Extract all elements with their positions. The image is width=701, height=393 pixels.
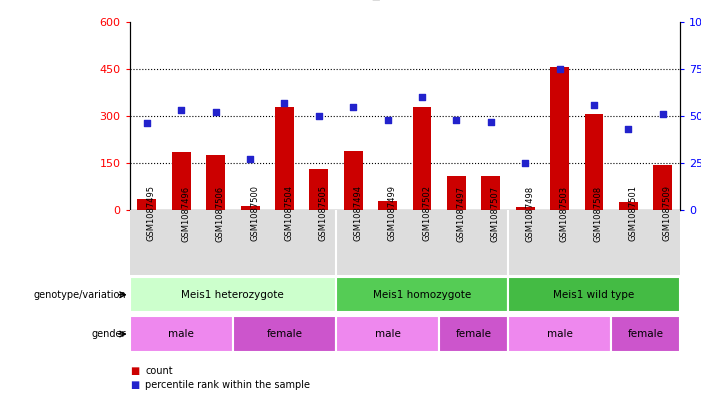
- Text: GSM1087505: GSM1087505: [319, 185, 328, 241]
- Point: [348, 103, 359, 110]
- Text: male: male: [375, 329, 400, 339]
- Text: GSM1087496: GSM1087496: [182, 185, 190, 242]
- FancyBboxPatch shape: [611, 316, 680, 352]
- Bar: [482, 176, 501, 210]
- Text: GSM1087494: GSM1087494: [353, 185, 362, 241]
- Point: [622, 126, 634, 132]
- Text: GSM1087506: GSM1087506: [216, 185, 224, 242]
- Text: ■: ■: [130, 380, 139, 390]
- Text: GSM1087500: GSM1087500: [250, 185, 259, 241]
- Bar: [447, 176, 466, 210]
- Point: [279, 99, 290, 106]
- Point: [210, 109, 222, 115]
- Text: percentile rank within the sample: percentile rank within the sample: [145, 380, 310, 390]
- Text: GSM1087503: GSM1087503: [559, 185, 569, 242]
- Text: ■: ■: [130, 366, 139, 376]
- Bar: [275, 107, 294, 210]
- FancyBboxPatch shape: [336, 316, 440, 352]
- Text: Meis1 homozygote: Meis1 homozygote: [373, 290, 471, 300]
- Bar: [309, 169, 328, 210]
- Point: [519, 160, 531, 166]
- Text: GSM1087507: GSM1087507: [491, 185, 500, 242]
- FancyBboxPatch shape: [336, 277, 508, 312]
- FancyBboxPatch shape: [508, 316, 611, 352]
- Text: Meis1 wild type: Meis1 wild type: [553, 290, 634, 300]
- Text: GSM1087504: GSM1087504: [285, 185, 294, 241]
- Point: [176, 107, 187, 114]
- Bar: [516, 207, 535, 210]
- Point: [416, 94, 428, 100]
- FancyBboxPatch shape: [130, 277, 336, 312]
- Text: GSM1087509: GSM1087509: [662, 185, 672, 241]
- Point: [554, 66, 565, 72]
- Bar: [413, 107, 432, 210]
- Point: [313, 113, 325, 119]
- Text: male: male: [547, 329, 573, 339]
- FancyBboxPatch shape: [440, 316, 508, 352]
- Text: GSM1087498: GSM1087498: [525, 185, 534, 242]
- Point: [657, 111, 668, 117]
- Text: male: male: [168, 329, 194, 339]
- FancyBboxPatch shape: [130, 316, 233, 352]
- Bar: [172, 152, 191, 210]
- Text: gender: gender: [92, 329, 126, 339]
- Text: GSM1087508: GSM1087508: [594, 185, 603, 242]
- Bar: [585, 114, 604, 210]
- Point: [588, 101, 599, 108]
- Text: genotype/variation: genotype/variation: [34, 290, 126, 300]
- Point: [382, 117, 393, 123]
- Bar: [137, 199, 156, 210]
- Text: female: female: [266, 329, 302, 339]
- Bar: [378, 201, 397, 210]
- Bar: [619, 202, 638, 210]
- Text: female: female: [627, 329, 664, 339]
- FancyBboxPatch shape: [508, 277, 680, 312]
- Point: [451, 117, 462, 123]
- Text: count: count: [145, 366, 172, 376]
- Bar: [550, 67, 569, 210]
- Text: Meis1 heterozygote: Meis1 heterozygote: [182, 290, 284, 300]
- Point: [485, 118, 496, 125]
- Bar: [240, 206, 259, 210]
- Text: female: female: [456, 329, 491, 339]
- FancyBboxPatch shape: [233, 316, 336, 352]
- Text: GSM1087501: GSM1087501: [628, 185, 637, 241]
- Bar: [343, 151, 362, 210]
- FancyBboxPatch shape: [130, 210, 680, 275]
- Text: GSM1087499: GSM1087499: [388, 185, 397, 241]
- Point: [245, 156, 256, 162]
- Text: GSM1087495: GSM1087495: [147, 185, 156, 241]
- Text: GSM1087497: GSM1087497: [456, 185, 465, 242]
- Bar: [653, 165, 672, 210]
- Bar: [206, 155, 225, 210]
- Point: [142, 120, 153, 127]
- Text: GSM1087502: GSM1087502: [422, 185, 431, 241]
